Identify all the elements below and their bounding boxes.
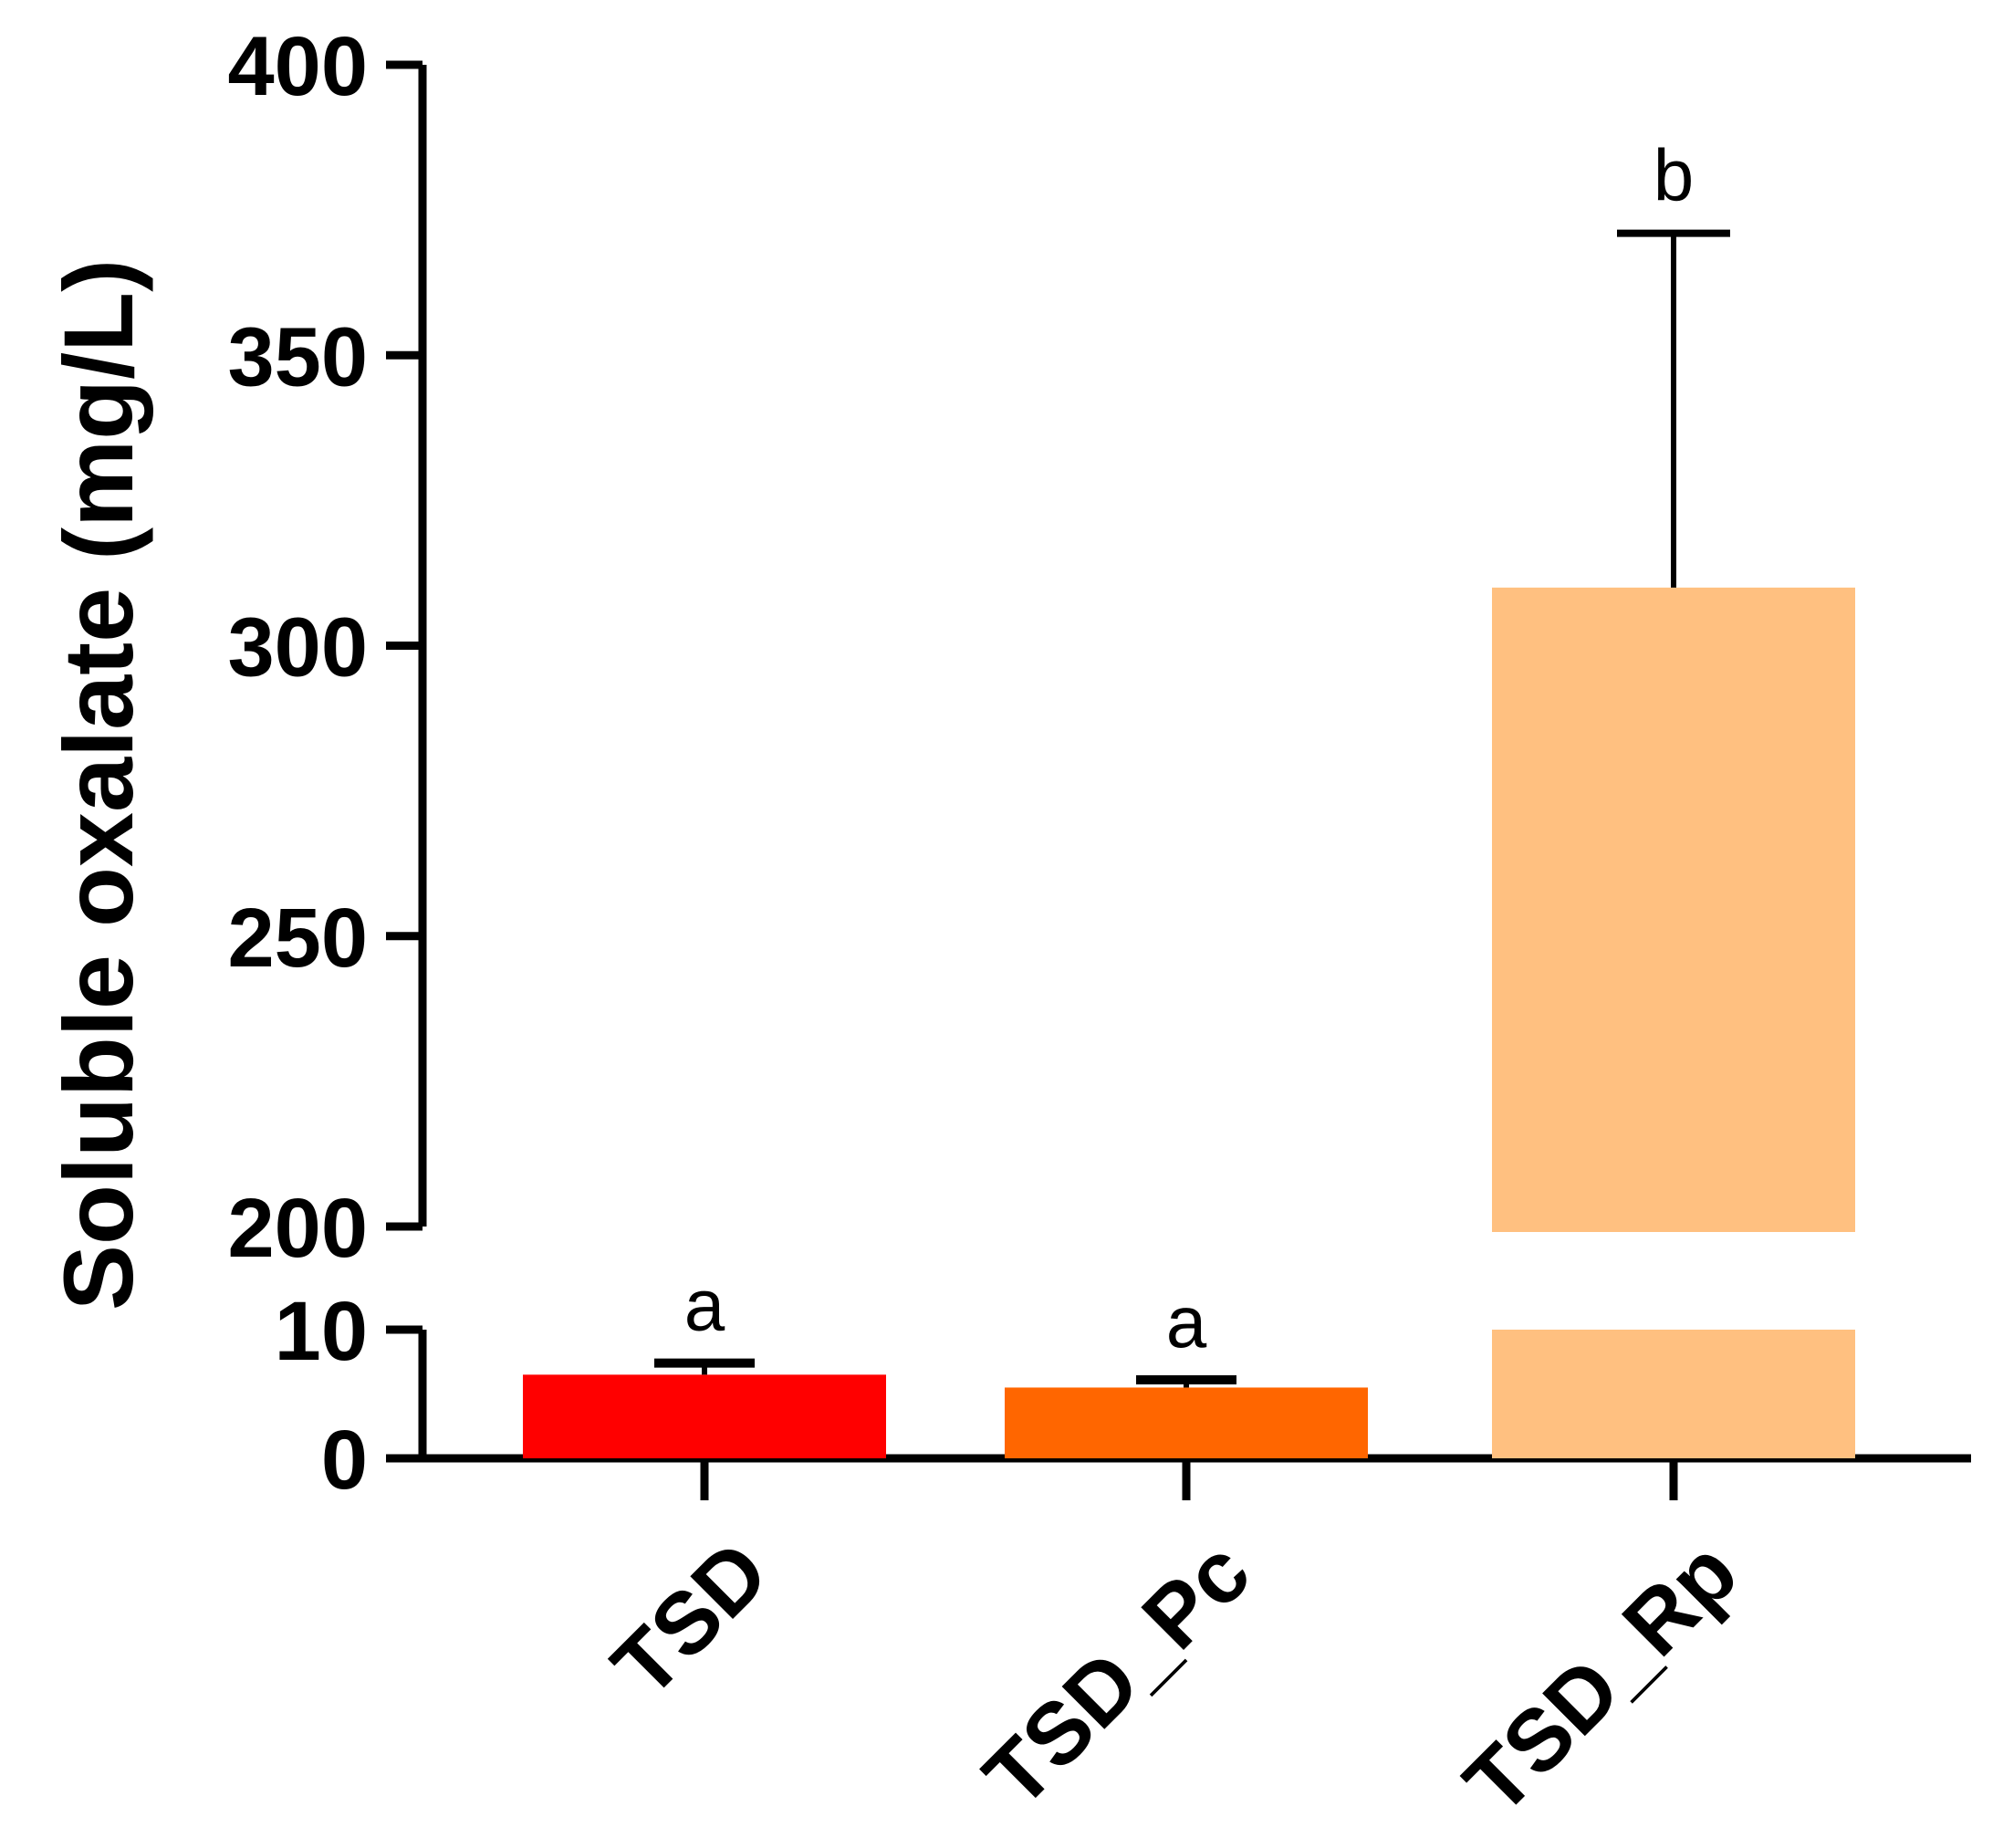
y-tick-label: 0 [321,1414,368,1507]
bar [1492,1330,1855,1458]
error-bars [654,229,1730,1388]
y-tick-label: 300 [228,601,369,694]
bars [523,587,1855,1458]
x-category-label: TSD [594,1523,787,1716]
y-tick-label: 350 [228,310,369,403]
x-category-label: TSD_Pc [965,1523,1268,1826]
bar [1005,1387,1368,1458]
y-axis-title: Soluble oxalate (mg/L) [43,259,153,1310]
y-ticks: 0 10 200 250 300 350 400 [228,20,1678,1507]
y-tick-label: 250 [228,892,369,985]
x-category-label: TSD_Rp [1446,1523,1757,1833]
significance-label: b [1654,135,1695,216]
significance-labels: a a b [684,135,1695,1363]
y-tick-label: 200 [228,1182,369,1275]
bar [523,1374,886,1458]
significance-label: a [1166,1281,1207,1363]
y-tick-label: 400 [228,20,369,113]
bar-upper-segment [1492,587,1855,1232]
y-tick-label: 10 [275,1285,368,1378]
significance-label: a [684,1265,725,1346]
x-category-labels: TSD TSD_Pc TSD_Rp [594,1523,1756,1833]
